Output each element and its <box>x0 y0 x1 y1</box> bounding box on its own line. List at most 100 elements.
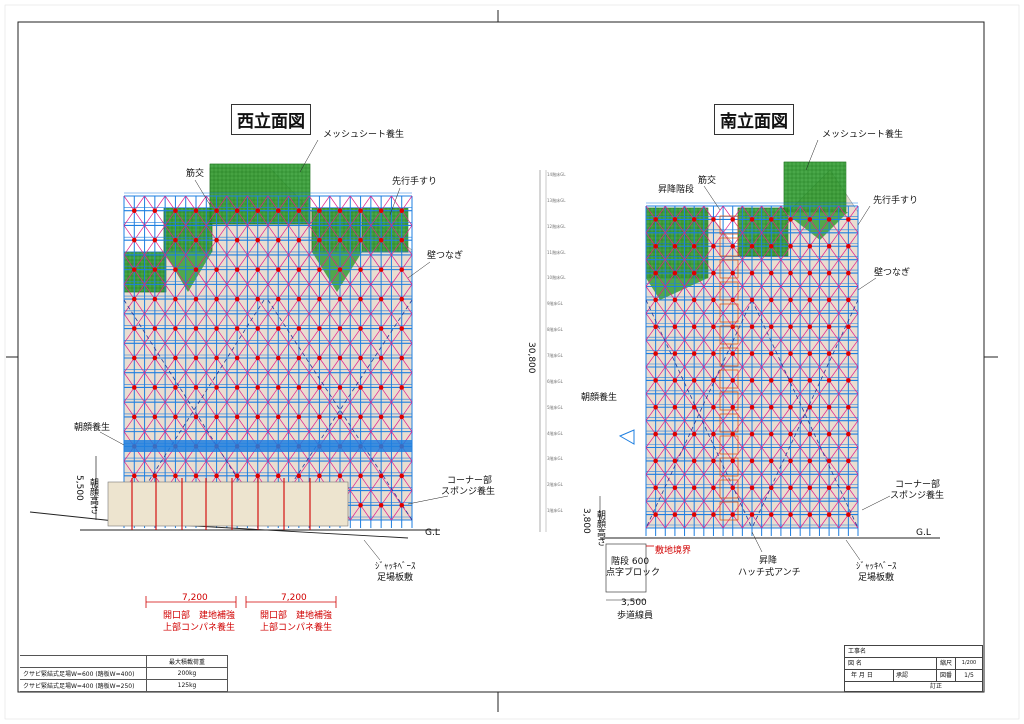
south-brace <box>809 487 820 502</box>
south-wall-tie <box>846 431 851 437</box>
south-brace <box>799 219 811 234</box>
load-row-name: クサビ緊結式足場W=400 (踏板W=250) <box>20 679 147 692</box>
west-brace <box>319 460 331 477</box>
south-brace <box>655 500 666 515</box>
west-brace <box>360 505 372 521</box>
west-brace <box>319 254 331 270</box>
west-brace <box>380 401 392 418</box>
west-brace <box>339 298 351 315</box>
south-wall-tie <box>653 458 658 464</box>
west-brace <box>185 387 197 403</box>
south-brace <box>722 380 734 395</box>
west-wall-tie <box>337 267 343 272</box>
south-brace <box>703 246 714 260</box>
south-stair-flight <box>719 281 739 301</box>
west-gl-label: G.L <box>425 528 440 538</box>
west-wall-tie <box>234 355 240 361</box>
south-stair-flight <box>719 391 739 411</box>
south-brace <box>751 460 762 475</box>
west-brace <box>329 357 341 373</box>
south-brace <box>790 286 801 301</box>
west-brace <box>298 313 310 329</box>
south-jack-leader <box>845 539 861 561</box>
south-brace <box>684 407 695 421</box>
west-brace <box>164 313 176 329</box>
south-brace <box>780 326 791 341</box>
west-brace <box>236 313 248 329</box>
south-brace <box>732 474 743 488</box>
west-brace <box>401 328 413 344</box>
west-brace <box>247 387 259 403</box>
west-brace <box>360 313 372 329</box>
west-wall-tie <box>255 237 261 243</box>
west-brace <box>391 328 403 344</box>
south-brace <box>780 286 791 301</box>
south-brace <box>838 313 849 327</box>
west-wall-tie <box>296 267 302 272</box>
south-wall-tie <box>653 243 658 249</box>
opening-1-dim: 7,200 <box>182 593 208 603</box>
south-brace <box>684 514 695 529</box>
west-brace <box>195 416 207 432</box>
title-block: 工事名 図 名 縮尺 1/200 年 月 日 承認 図番 1/5 訂正 <box>844 645 983 692</box>
west-brace <box>144 298 156 315</box>
south-brace <box>693 339 705 354</box>
south-brace <box>664 286 676 301</box>
west-brace <box>164 239 176 256</box>
west-brace <box>349 210 361 226</box>
west-brace <box>226 298 238 315</box>
south-wall-tie <box>807 458 813 464</box>
south-brace <box>790 259 801 274</box>
west-wall-tie <box>255 355 261 361</box>
west-wall-tie <box>234 296 240 302</box>
west-wall-tie <box>358 414 363 420</box>
south-brace <box>674 246 685 260</box>
south-brace <box>751 447 762 462</box>
south-brace <box>664 299 676 314</box>
south-brace <box>761 299 772 314</box>
west-wall-tie <box>358 355 363 361</box>
west-brace <box>370 401 382 418</box>
west-brace <box>247 357 259 373</box>
west-brace <box>226 401 238 418</box>
south-brace <box>703 433 714 448</box>
south-brace <box>655 272 666 287</box>
west-brace <box>380 284 392 300</box>
south-brace <box>655 366 666 381</box>
south-brace <box>770 219 782 234</box>
project-row: 工事名 <box>845 646 982 658</box>
west-brace <box>123 210 135 226</box>
west-brace <box>319 328 331 344</box>
south-brace <box>838 407 849 421</box>
west-brace <box>277 357 289 373</box>
west-brace <box>288 313 300 329</box>
south-brace <box>761 474 772 488</box>
south-brace <box>780 339 791 354</box>
west-brace <box>277 416 289 432</box>
south-wall-tie <box>730 431 736 437</box>
south-wall-tie <box>730 378 736 383</box>
west-brace <box>380 298 392 315</box>
south-brace <box>751 313 762 327</box>
west-brace <box>288 460 300 477</box>
west-brace <box>236 210 248 226</box>
south-brace <box>732 326 743 341</box>
south-brace <box>848 487 859 502</box>
west-wall-tie <box>214 296 219 302</box>
south-brace <box>848 500 859 515</box>
south-brace <box>674 286 685 301</box>
south-brace <box>732 232 743 247</box>
west-brace <box>298 239 310 256</box>
west-brace <box>236 416 248 432</box>
south-brace <box>819 433 830 448</box>
south-wall-tie <box>788 217 793 222</box>
south-brace <box>780 272 791 287</box>
south-brace <box>790 393 801 408</box>
west-wall-tie <box>173 208 178 214</box>
west-brace <box>288 210 300 226</box>
south-brace <box>751 326 762 341</box>
south-brace <box>684 286 695 301</box>
west-wall-tie <box>131 267 137 272</box>
south-brace <box>770 205 782 220</box>
